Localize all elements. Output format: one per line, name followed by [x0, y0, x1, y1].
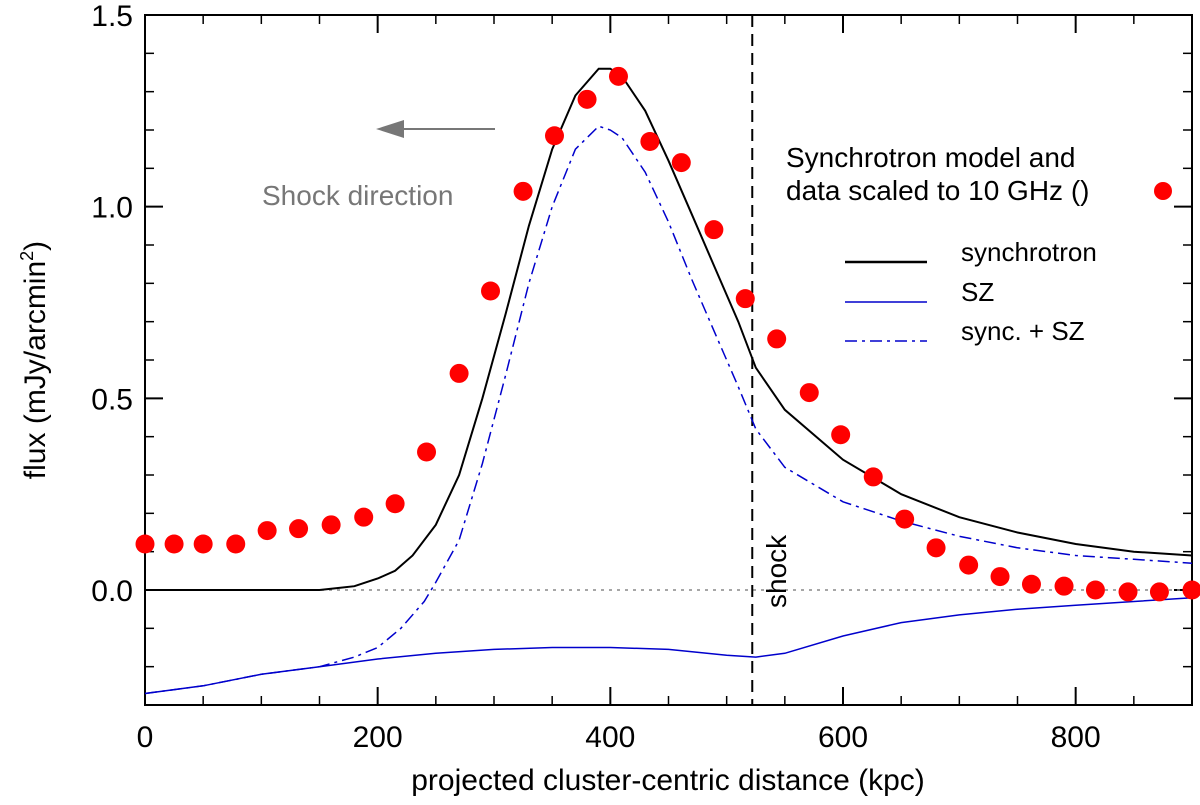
- series-line-sz: [144, 596, 1193, 695]
- legend-label: SZ: [961, 277, 994, 307]
- data-point: [193, 534, 213, 554]
- data-point: [481, 281, 501, 301]
- data-point: [354, 507, 374, 527]
- shock-direction-label: Shock direction: [262, 180, 453, 211]
- x-tick-label: 600: [818, 721, 868, 754]
- data-point: [226, 534, 246, 554]
- x-axis-title: projected cluster-centric distance (kpc): [411, 764, 925, 797]
- x-tick-label: 0: [137, 721, 154, 754]
- data-point: [608, 66, 628, 86]
- legend-label: sync. + SZ: [961, 316, 1085, 346]
- data-point: [863, 467, 883, 487]
- data-point: [735, 289, 755, 309]
- data-point: [1085, 580, 1105, 600]
- data-point: [640, 132, 660, 151]
- x-tick-label: 800: [1051, 721, 1101, 754]
- data-point: [926, 538, 946, 558]
- y-tick-label: 1.0: [91, 192, 133, 225]
- data-point: [831, 425, 851, 445]
- data-point: [257, 521, 277, 541]
- model-annotation-line2-text: data scaled to 10 GHz (: [786, 175, 1081, 206]
- data-point: [1054, 576, 1074, 596]
- legend: synchrotron SZ sync. + SZ: [845, 237, 1097, 346]
- data-point: [1149, 582, 1169, 602]
- data-point: [135, 534, 155, 554]
- y-axis-title-close: ): [19, 241, 52, 251]
- data-point: [959, 555, 979, 575]
- y-tick-label: 0.5: [91, 383, 133, 416]
- plot-frame: [144, 14, 1193, 706]
- data-point: [1021, 574, 1041, 594]
- series-line-synchrotron: [145, 67, 1193, 591]
- y-axis-title-superscript: 2: [17, 251, 37, 261]
- data-point: [990, 567, 1010, 587]
- y-axis-ticks: 0.0 0.5 1.0 1.5: [91, 0, 1192, 668]
- y-tick-label: 0.0: [91, 575, 133, 608]
- data-point: [164, 534, 184, 554]
- model-annotation-line2: data scaled to 10 GHz (): [786, 175, 1089, 206]
- y-axis-title-main: flux (mJy/arcmin: [19, 261, 52, 479]
- data-point: [799, 383, 819, 403]
- x-tick-label: 200: [353, 721, 403, 754]
- model-annotation-line1: Synchrotron model and: [786, 142, 1076, 173]
- x-tick-label: 400: [585, 721, 635, 754]
- data-point: [321, 515, 341, 535]
- legend-label: synchrotron: [961, 237, 1097, 267]
- data-point: [1182, 580, 1200, 600]
- data-point: [289, 519, 309, 539]
- y-axis-title: flux (mJy/arcmin2): [17, 241, 52, 479]
- series-group: [135, 66, 1200, 695]
- shock-label: shock: [761, 534, 792, 608]
- shock-direction-arrow: [376, 120, 495, 138]
- data-point: [1118, 582, 1138, 602]
- data-point: [449, 363, 469, 383]
- series-line-sync-sz: [144, 125, 1193, 695]
- data-point: [671, 153, 691, 173]
- data-point: [513, 181, 533, 201]
- model-annotation-data-marker: [1154, 182, 1172, 200]
- data-point: [417, 442, 437, 462]
- data-point: [385, 494, 405, 514]
- data-point: [544, 126, 564, 146]
- data-point: [767, 329, 787, 349]
- x-axis-ticks: 0 200 400 600 800: [137, 15, 1135, 754]
- y-tick-label: 1.5: [91, 0, 133, 33]
- data-point: [895, 509, 915, 529]
- data-point: [704, 220, 724, 240]
- model-annotation-line2-close: ): [1080, 175, 1089, 206]
- data-point: [577, 89, 597, 109]
